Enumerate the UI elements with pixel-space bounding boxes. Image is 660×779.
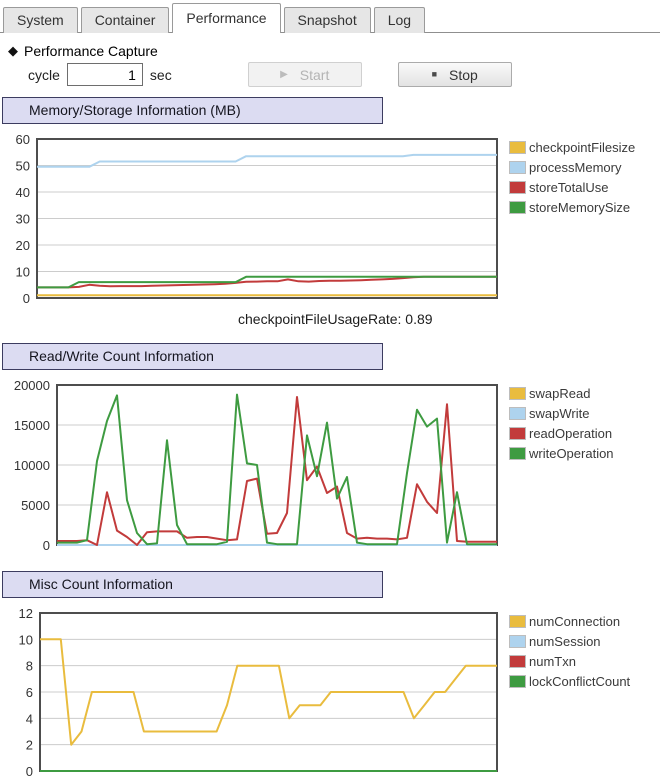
legend-item-processMemory: processMemory: [509, 160, 635, 175]
legend-item-swapRead: swapRead: [509, 386, 614, 401]
legend-item-checkpointFilesize: checkpointFilesize: [509, 140, 635, 155]
y-tick-label: 10: [19, 632, 33, 647]
readOperation-line: [57, 396, 497, 546]
numConnection-line: [40, 638, 497, 746]
y-tick-label: 8: [26, 659, 33, 674]
start-button-label: Start: [299, 66, 330, 83]
legend-swatch-icon: [509, 141, 526, 154]
cycle-input[interactable]: [66, 63, 143, 86]
misc-chart-row: 0 2 4 6 8 10 12 numConnection numSession numTxn l…: [0, 605, 660, 779]
legend-swatch-icon: [509, 387, 526, 400]
y-tick-label: 4: [26, 711, 33, 726]
legend-label: swapWrite: [529, 406, 590, 421]
y-tick-label: 15000: [14, 418, 50, 433]
legend-swatch-icon: [509, 447, 526, 460]
y-tick-label: 10000: [14, 458, 50, 473]
plot-border: [36, 138, 498, 299]
legend-item-numSession: numSession: [509, 634, 630, 649]
legend-swatch-icon: [509, 615, 526, 628]
memory-storage-chart: 0 10 20 30 40 50 60: [16, 132, 498, 306]
legend-item-writeOperation: writeOperation: [509, 446, 614, 461]
section-header-memory-storage: Memory/Storage Information (MB): [2, 97, 383, 124]
legend-label: storeTotalUse: [529, 180, 609, 195]
memory-chart-legend: checkpointFilesize processMemory storeTota…: [509, 131, 635, 220]
read-write-chart: 0 5000 10000 15000 20000: [14, 378, 498, 553]
checkpoint-file-usage-rate: checkpointFileUsageRate: 0.89: [238, 311, 433, 327]
section-header-read-write: Read/Write Count Information: [2, 343, 383, 370]
legend-label: numConnection: [529, 614, 621, 629]
stop-button[interactable]: ■ Stop: [397, 62, 512, 87]
section-header-misc: Misc Count Information: [2, 571, 383, 598]
legend-label: writeOperation: [529, 446, 614, 461]
writeOperation-line: [57, 393, 497, 546]
y-tick-label: 50: [16, 159, 30, 174]
y-tick-label: 40: [16, 185, 30, 200]
cycle-label: cycle: [28, 66, 60, 83]
stop-square-icon: ■: [431, 69, 438, 79]
legend-swatch-icon: [509, 161, 526, 174]
tab-system[interactable]: System: [3, 7, 78, 33]
legend-swatch-icon: [509, 675, 526, 688]
legend-label: numTxn: [529, 654, 576, 669]
cycle-unit-label: sec: [149, 66, 172, 83]
y-tick-label: 30: [16, 212, 30, 227]
read-write-chart-legend: swapRead swapWrite readOperation writeOpera…: [509, 377, 614, 466]
legend-item-swapWrite: swapWrite: [509, 406, 614, 421]
y-tick-label: 6: [26, 685, 33, 700]
legend-label: readOperation: [529, 426, 613, 441]
legend-item-storeMemorySize: storeMemorySize: [509, 200, 635, 215]
tab-snapshot[interactable]: Snapshot: [283, 7, 371, 33]
legend-item-lockConflictCount: lockConflictCount: [509, 674, 630, 689]
y-tick-label: 0: [43, 538, 50, 553]
performance-capture-heading: ◆ Performance Capture: [8, 43, 660, 59]
play-icon: ▶: [280, 68, 288, 80]
y-tick-label: 2: [26, 738, 33, 753]
legend-swatch-icon: [509, 655, 526, 668]
y-tick-label: 0: [23, 291, 30, 306]
y-tick-label: 20: [16, 238, 30, 253]
misc-chart-legend: numConnection numSession numTxn lockConflic…: [509, 605, 630, 694]
legend-label: swapRead: [529, 386, 591, 401]
legend-swatch-icon: [509, 427, 526, 440]
y-tick-label: 0: [26, 764, 33, 779]
legend-item-numTxn: numTxn: [509, 654, 630, 669]
legend-item-readOperation: readOperation: [509, 426, 614, 441]
misc-chart: 0 2 4 6 8 10 12: [19, 606, 498, 779]
legend-label: storeMemorySize: [529, 200, 631, 215]
legend-label: lockConflictCount: [529, 674, 631, 689]
stop-button-label: Stop: [449, 66, 478, 83]
storeMemorySize-line: [37, 275, 497, 289]
legend-swatch-icon: [509, 407, 526, 420]
legend-swatch-icon: [509, 635, 526, 648]
tab-container[interactable]: Container: [80, 7, 170, 33]
legend-item-numConnection: numConnection: [509, 614, 630, 629]
cycle-row: cycle sec ▶ Start ■ Stop: [28, 62, 660, 87]
tab-performance[interactable]: Performance: [172, 3, 281, 33]
diamond-icon: ◆: [8, 43, 18, 58]
y-tick-label: 20000: [14, 378, 50, 393]
tab-log[interactable]: Log: [373, 7, 426, 33]
legend-swatch-icon: [509, 201, 526, 214]
read-write-chart-row: 0 5000 10000 15000 20000 swapRead swapWrite re…: [0, 377, 660, 553]
legend-label: checkpointFilesize: [529, 140, 636, 155]
y-tick-label: 10: [16, 265, 30, 280]
start-button[interactable]: ▶ Start: [247, 62, 362, 87]
y-tick-label: 5000: [21, 498, 50, 513]
legend-label: processMemory: [529, 160, 622, 175]
y-tick-label: 12: [19, 606, 33, 621]
legend-label: numSession: [529, 634, 601, 649]
legend-swatch-icon: [509, 181, 526, 194]
performance-capture-title: Performance Capture: [24, 43, 158, 59]
y-tick-label: 60: [16, 132, 30, 147]
processMemory-line: [37, 153, 497, 168]
memory-chart-row: 0 10 20 30 40 50 60 checkpointFilesize processM…: [0, 131, 660, 306]
tab-bar: System Container Performance Snapshot Lo…: [0, 0, 660, 33]
legend-item-storeTotalUse: storeTotalUse: [509, 180, 635, 195]
